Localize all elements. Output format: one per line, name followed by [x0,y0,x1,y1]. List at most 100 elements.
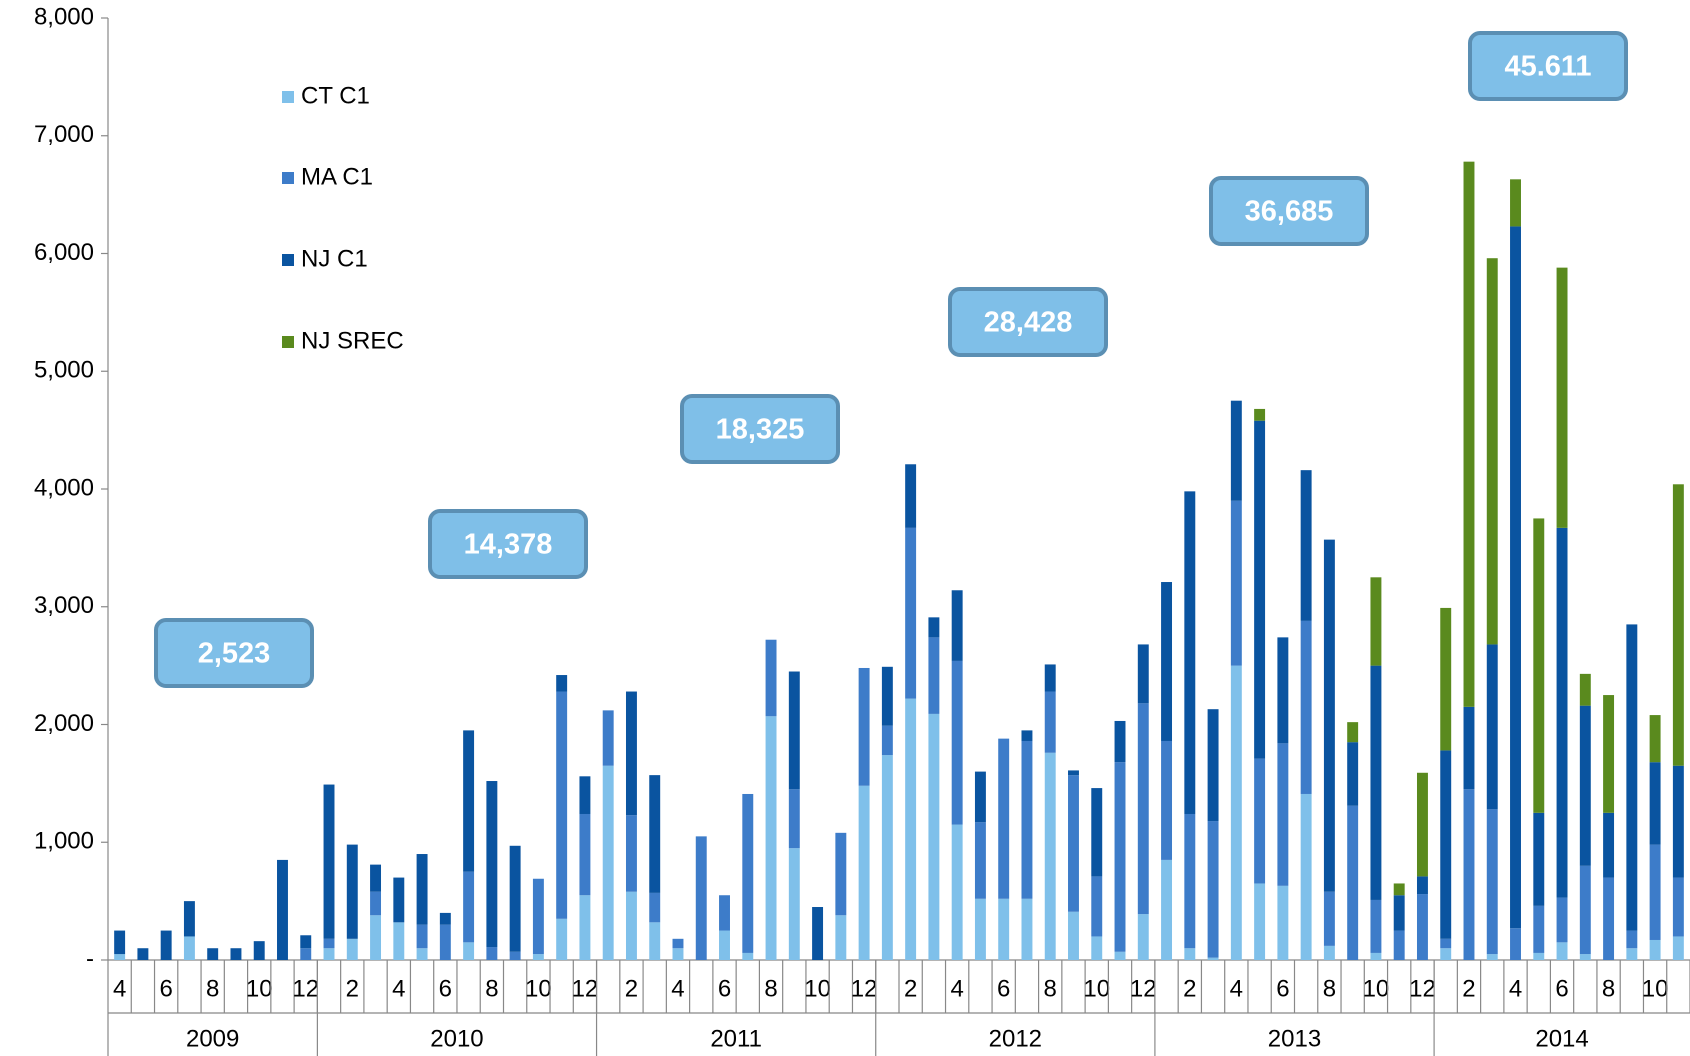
bar-segment [114,930,126,955]
bar-segment [812,907,824,960]
bar-segment [1370,899,1382,953]
bar-segment [905,698,917,960]
bar-segment [1207,709,1219,822]
bar-segment [393,922,405,960]
bar-segment [602,710,614,766]
bar-segment [1440,750,1452,939]
bar-segment [1254,758,1266,884]
bar-segment [1510,226,1521,929]
x-tick-label: 12 [851,975,878,1002]
bar-segment [1416,876,1428,895]
bar-segment [137,948,149,960]
x-tick-label: 10 [804,975,831,1002]
y-tick-label: 8,000 [34,3,94,30]
bar-segment [1137,914,1149,960]
bar-segment [905,527,917,699]
bar-segment [625,691,637,816]
bar-segment [672,938,684,949]
legend-label: NJ SREC [301,327,404,354]
bar-segment [1207,957,1219,960]
bar-segment [1021,730,1033,741]
bar-segment [1556,527,1568,898]
x-tick-label: 8 [1323,975,1336,1002]
bar-segment [1463,161,1475,707]
bar-segment [416,924,428,949]
bar-segment [788,789,800,849]
bar-segment [1626,624,1638,931]
bar-segment [1068,775,1079,912]
x-tick-label: 8 [206,975,219,1002]
bar-segment [1556,267,1568,528]
bar-segment [1440,938,1452,949]
annotation-label: 36,685 [1245,196,1334,228]
bar-segment [974,898,986,960]
bar-segment [625,891,637,960]
bar-segment [1463,789,1475,960]
bar-segment [579,776,591,814]
bar-segment [1416,894,1428,960]
bar-segment [1300,470,1312,621]
bar-segment [323,938,335,949]
bar-segment [439,924,451,960]
bar-segment [1184,813,1196,949]
x-tick-label: 12 [1409,975,1436,1002]
bar-segment [1672,484,1684,766]
bar-segment [1533,952,1545,960]
bar-segment [416,854,428,925]
x-tick-label: 8 [485,975,498,1002]
bar-segment [230,948,242,960]
bar-segment [1021,898,1033,960]
annotation-box [1468,31,1628,101]
bar-segment [1161,582,1173,741]
annotation-label: 14,378 [464,529,553,561]
x-tick-label: 4 [1509,975,1522,1002]
bar-segment [183,901,195,937]
bar-segment [1649,844,1661,940]
bar-segment [1579,673,1591,706]
bar-segment [1486,644,1498,810]
x-tick-label: 8 [1602,975,1615,1002]
bar-segment [974,771,986,823]
bar-segment [370,891,382,916]
bar-segment [370,915,382,960]
bar-segment [1300,620,1312,794]
x-tick-label: 12 [292,975,319,1002]
y-tick-label: 7,000 [34,121,94,148]
x-tick-label: 12 [1130,975,1157,1002]
bar-segment [486,781,498,948]
bar-segment [1370,577,1382,666]
x-tick-label: 12 [572,975,599,1002]
bar-segment [1649,762,1661,845]
bar-segment [183,936,195,960]
bar-segment [1137,644,1149,704]
bar-segment [1323,891,1335,946]
bar-segment [1207,821,1219,958]
x-tick-label: 8 [764,975,777,1002]
bar-segment [625,815,637,892]
bar-segment [858,785,870,960]
bar-segment [765,639,777,717]
y-tick-label: 4,000 [34,474,94,501]
bar-segment [602,765,614,960]
bar-segment [1068,911,1079,960]
bar-segment [1649,939,1661,960]
bar-segment [1254,420,1266,759]
bar-segment [1370,952,1382,960]
bar-segment [649,892,661,923]
x-tick-label: 6 [1276,975,1289,1002]
bar-segment [1603,812,1615,878]
bar-segment [1533,812,1545,906]
bar-segment [114,954,126,960]
bar-segment [463,871,475,943]
bar-segment [556,691,568,919]
y-tick-label: 6,000 [34,239,94,266]
bar-segment [1300,793,1312,960]
bar-segment [1161,859,1173,960]
bar-segment [323,948,335,960]
bar-segment [1486,809,1498,955]
bar-segment [1579,865,1591,955]
bar-segment [1277,743,1289,886]
bar-segment [1603,877,1615,960]
bar-segment [1440,607,1452,751]
legend-swatch [282,336,294,348]
